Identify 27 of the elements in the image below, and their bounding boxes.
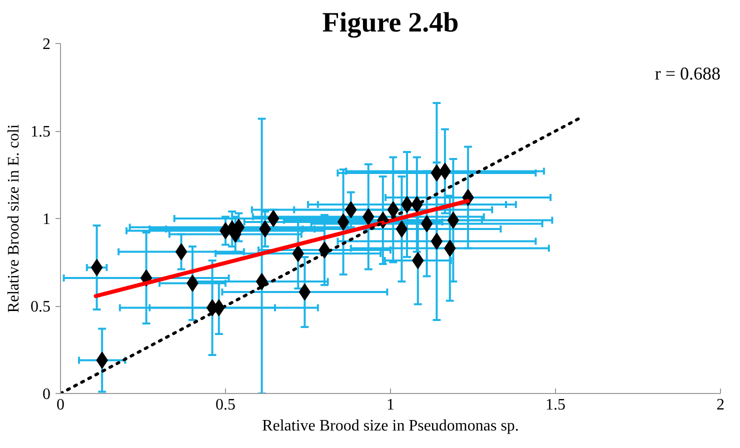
y-axis-title: Relative Brood size in E. coli (6, 124, 22, 313)
point (420, 215, 433, 232)
point (447, 212, 460, 229)
y-tick-label: 2 (42, 36, 50, 53)
x-tick-label: 2 (716, 396, 724, 414)
point (298, 284, 311, 300)
point (396, 220, 408, 238)
point (90, 259, 103, 276)
point (430, 164, 443, 182)
point (175, 243, 188, 260)
point (292, 245, 304, 262)
annotation: r = 0.688 (654, 64, 721, 84)
point (430, 232, 443, 250)
x-tick-label: 0.5 (216, 396, 236, 414)
x-tick-label: 1 (386, 396, 394, 414)
point (256, 273, 268, 290)
point (259, 220, 271, 238)
point (337, 214, 350, 230)
point (412, 252, 424, 269)
y-tick-label: 1.5 (30, 124, 50, 140)
y-tick-label: 0 (42, 386, 50, 403)
x-axis-title: Relative Brood size in Pseudomonas sp. (262, 418, 519, 434)
x-tick-label: 1.5 (546, 396, 566, 414)
y-tick-label: 1 (42, 211, 50, 228)
x-tick-label: 0 (56, 396, 64, 414)
y-tick-label: 0.5 (30, 298, 50, 316)
chart-title: Figure 2.4b (322, 8, 459, 38)
